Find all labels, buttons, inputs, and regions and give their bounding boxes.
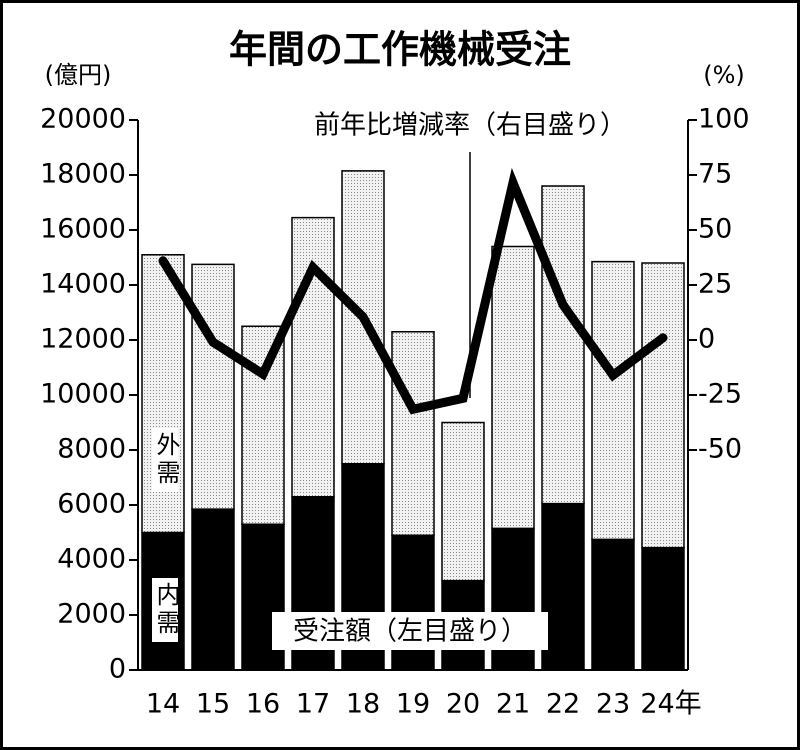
chart-title: 年間の工作機械受注	[229, 28, 571, 72]
annotation: 前年比増減率（右目盛り）	[314, 111, 626, 141]
y2-tick-label: 0	[698, 324, 715, 355]
y-tick-label: 8000	[57, 434, 126, 465]
x-tick-label: 14	[146, 689, 180, 720]
y-tick-label: 16000	[40, 214, 126, 245]
y2-tick-label: 75	[698, 159, 732, 190]
legend-box	[152, 578, 178, 642]
line-series	[158, 167, 668, 415]
y2-tick-label: 100	[698, 104, 750, 135]
bar	[641, 546, 685, 671]
bar	[591, 260, 635, 541]
y2-tick-label: 50	[698, 214, 732, 245]
y-tick-label: 6000	[57, 489, 126, 520]
legend-box	[152, 428, 178, 492]
bar	[291, 216, 335, 498]
legend-label: 内需	[152, 582, 180, 638]
bar	[441, 421, 485, 582]
x-tick-label: 19	[396, 689, 430, 720]
y-tick-label: 10000	[40, 379, 126, 410]
y-tick-label: 12000	[40, 324, 126, 355]
y2-tick-label: -25	[698, 379, 742, 410]
bar	[641, 262, 685, 549]
bar	[191, 508, 235, 671]
legend-label: 外需	[152, 432, 180, 488]
y-tick-label: 18000	[40, 159, 126, 190]
x-tick-label: 17	[296, 689, 330, 720]
bar	[391, 331, 435, 536]
x-tick-label: 15	[196, 689, 230, 720]
y-tick-label: 20000	[40, 104, 126, 135]
annotation: 受注額（左目盛り）	[293, 617, 527, 647]
y-tick-label: 2000	[57, 599, 126, 630]
y-tick-label: 4000	[57, 544, 126, 575]
x-tick-label: 21	[496, 689, 530, 720]
y2-tick-label: 25	[698, 269, 732, 300]
bar	[491, 245, 535, 530]
x-tick-label: 20	[446, 689, 480, 720]
y2-axis-label: (%)	[703, 61, 745, 89]
x-tick-label: 18	[346, 689, 380, 720]
y2-tick-label: -50	[698, 434, 742, 465]
bar	[591, 538, 635, 671]
bar	[191, 263, 235, 510]
x-tick-label: 23	[596, 689, 630, 720]
annotation-box	[272, 612, 548, 650]
y-axis-label: (億円)	[45, 61, 112, 89]
bar	[241, 325, 285, 525]
y-tick-label: 14000	[40, 269, 126, 300]
bar	[541, 502, 585, 671]
bar	[541, 185, 585, 505]
x-tick-label: 22	[546, 689, 580, 720]
x-tick-label: 16	[246, 689, 280, 720]
x-tick-label: 24年	[640, 689, 701, 720]
y-tick-label: 0	[109, 654, 126, 685]
